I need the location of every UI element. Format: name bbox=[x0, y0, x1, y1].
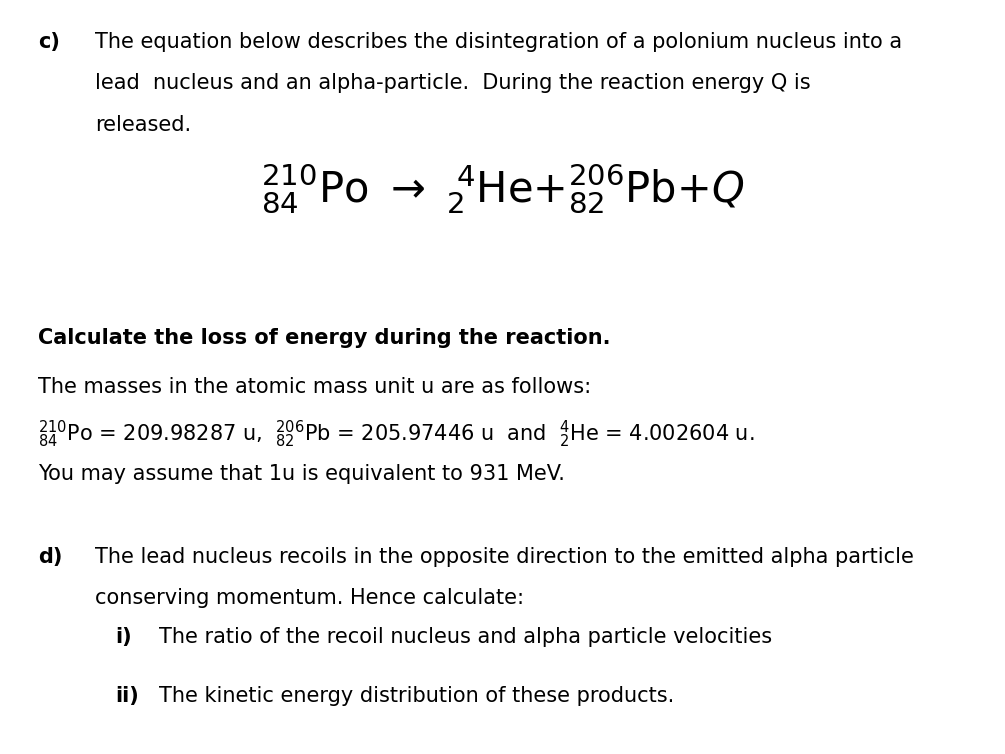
Text: released.: released. bbox=[95, 115, 192, 135]
Text: You may assume that 1u is equivalent to 931 MeV.: You may assume that 1u is equivalent to … bbox=[38, 464, 565, 484]
Text: conserving momentum. Hence calculate:: conserving momentum. Hence calculate: bbox=[95, 588, 525, 608]
Text: c): c) bbox=[38, 32, 60, 52]
Text: d): d) bbox=[38, 547, 62, 567]
Text: The ratio of the recoil nucleus and alpha particle velocities: The ratio of the recoil nucleus and alph… bbox=[159, 627, 772, 648]
Text: ii): ii) bbox=[116, 686, 140, 706]
Text: The lead nucleus recoils in the opposite direction to the emitted alpha particle: The lead nucleus recoils in the opposite… bbox=[95, 547, 915, 567]
Text: The equation below describes the disintegration of a polonium nucleus into a: The equation below describes the disinte… bbox=[95, 32, 902, 52]
Text: ${}^{210}_{84}$Po $\to$ ${}^{\ 4}_{2}$He$+{}^{206}_{82}$Pb$+Q$: ${}^{210}_{84}$Po $\to$ ${}^{\ 4}_{2}$He… bbox=[261, 161, 744, 216]
Text: lead  nucleus and an alpha-particle.  During the reaction energy Q is: lead nucleus and an alpha-particle. Duri… bbox=[95, 73, 811, 93]
Text: ${}^{210}_{84}$Po = 209.98287 u,  ${}^{206}_{82}$Pb = 205.97446 u  and  ${}^{4}_: ${}^{210}_{84}$Po = 209.98287 u, ${}^{20… bbox=[38, 418, 755, 449]
Text: Calculate the loss of energy during the reaction.: Calculate the loss of energy during the … bbox=[38, 328, 611, 348]
Text: The kinetic energy distribution of these products.: The kinetic energy distribution of these… bbox=[159, 686, 674, 706]
Text: The masses in the atomic mass unit u are as follows:: The masses in the atomic mass unit u are… bbox=[38, 377, 591, 397]
Text: i): i) bbox=[116, 627, 133, 648]
